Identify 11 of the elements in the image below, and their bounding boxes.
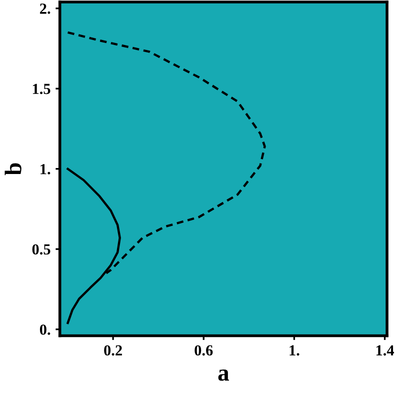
x-tick-label: 1.4 [376,345,394,356]
x-tick-label: 0.6 [194,345,213,356]
y-axis-title: b [4,163,22,176]
x-tick-label: 0.2 [104,345,122,356]
y-tick-label: 0. [40,324,50,335]
y-tick-label: 2. [40,4,50,14]
y-tick-label: 0.5 [32,244,50,255]
y-tick-label: 1. [40,164,50,174]
x-tick-label: 1. [290,345,300,356]
y-tick-label: 1.5 [32,84,50,94]
x-axis-title: a [218,369,229,381]
